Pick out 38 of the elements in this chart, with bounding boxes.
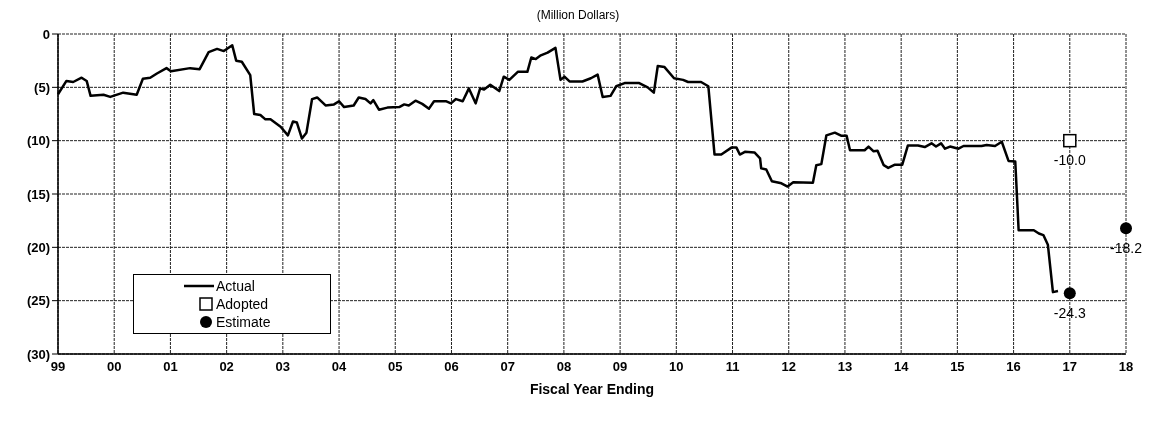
legend-label: Estimate [216,314,271,330]
point [1120,222,1132,235]
point [1063,287,1076,300]
point [1063,133,1077,148]
y-tick-label: 0 [42,26,50,42]
x-tick-label: 99 [50,359,66,375]
y-tick-label: (10) [26,133,50,149]
x-tick-label: 17 [1062,359,1078,375]
data-label: -24.3 [1053,304,1086,321]
x-tick-label: 01 [163,359,178,375]
x-tick-label: 08 [556,359,572,375]
x-tick-label: 15 [950,359,965,375]
chart-subtitle: (Million Dollars) [535,8,621,22]
x-tick-label: 12 [781,359,796,375]
x-tick-label: 11 [725,359,740,375]
legend-label: Actual [216,278,255,294]
x-tick-label: 09 [612,359,628,375]
y-tick-label: (5) [34,79,50,95]
x-tick-label: 16 [1006,359,1021,375]
x-tick-label: 06 [444,359,459,375]
data-label: -18.2 [1110,239,1143,256]
x-tick-label: 13 [837,359,853,375]
y-tick-label: (20) [26,239,50,255]
x-tick-label: 18 [1118,359,1134,375]
x-tick-label: 10 [669,359,684,375]
legend-label: Adopted [216,296,269,312]
y-tick-label: (30) [26,346,50,362]
y-tick-label: (25) [26,293,50,309]
data-label: -10.0 [1053,152,1086,169]
x-tick-label: 00 [106,359,122,375]
x-tick-label: 02 [219,359,234,375]
x-axis-title: Fiscal Year Ending [529,381,655,397]
x-tick-label: 14 [893,359,910,375]
x-tick-label: 05 [388,359,403,375]
x-tick-label: 04 [331,359,348,375]
y-tick-label: (15) [26,186,50,202]
x-tick-label: 03 [275,359,291,375]
x-tick-label: 07 [500,359,515,375]
